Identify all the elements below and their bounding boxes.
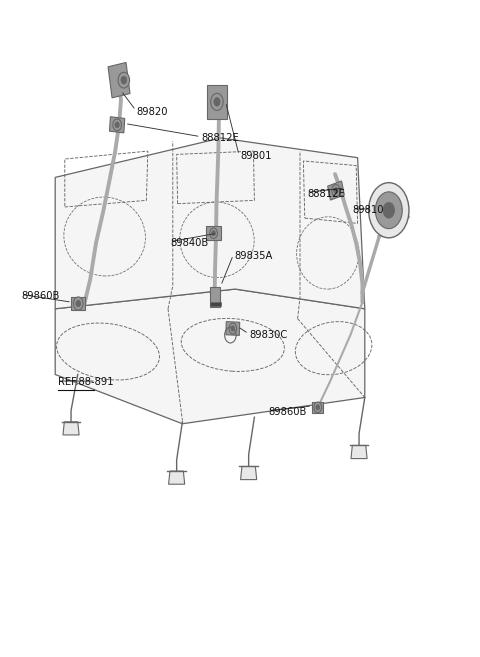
Circle shape xyxy=(76,300,81,307)
Text: 88812E: 88812E xyxy=(307,189,345,199)
Circle shape xyxy=(121,76,127,84)
Circle shape xyxy=(210,228,217,238)
Circle shape xyxy=(231,326,235,331)
Polygon shape xyxy=(210,287,220,307)
Polygon shape xyxy=(328,181,344,200)
Circle shape xyxy=(383,202,395,218)
Circle shape xyxy=(229,323,237,334)
Circle shape xyxy=(73,297,83,310)
Text: 89860B: 89860B xyxy=(22,290,60,301)
Polygon shape xyxy=(207,85,227,119)
Circle shape xyxy=(369,183,409,238)
Polygon shape xyxy=(55,138,365,309)
Polygon shape xyxy=(206,226,221,240)
Circle shape xyxy=(115,122,119,127)
Polygon shape xyxy=(63,422,79,435)
Circle shape xyxy=(113,119,121,131)
Circle shape xyxy=(314,402,322,413)
Circle shape xyxy=(375,192,402,229)
Polygon shape xyxy=(108,62,130,98)
Polygon shape xyxy=(55,289,365,424)
Polygon shape xyxy=(351,445,367,459)
Polygon shape xyxy=(71,297,85,310)
Polygon shape xyxy=(109,117,125,133)
Text: 89830C: 89830C xyxy=(250,330,288,340)
Circle shape xyxy=(334,188,338,194)
Polygon shape xyxy=(312,402,323,413)
Circle shape xyxy=(316,405,320,410)
Text: 89820: 89820 xyxy=(137,106,168,117)
Text: 88812E: 88812E xyxy=(202,133,240,143)
Polygon shape xyxy=(240,466,257,480)
Polygon shape xyxy=(210,302,221,306)
Text: 89810: 89810 xyxy=(353,205,384,215)
Polygon shape xyxy=(168,471,185,484)
Circle shape xyxy=(332,185,340,196)
Text: REF.88-891: REF.88-891 xyxy=(58,377,113,388)
Text: 89835A: 89835A xyxy=(234,251,273,261)
Circle shape xyxy=(118,72,130,88)
Text: 89801: 89801 xyxy=(240,151,272,162)
Circle shape xyxy=(211,93,223,110)
Text: 89840B: 89840B xyxy=(170,238,209,248)
Circle shape xyxy=(212,231,216,236)
Text: 89860B: 89860B xyxy=(269,407,307,417)
Polygon shape xyxy=(226,322,240,335)
Circle shape xyxy=(214,97,220,106)
